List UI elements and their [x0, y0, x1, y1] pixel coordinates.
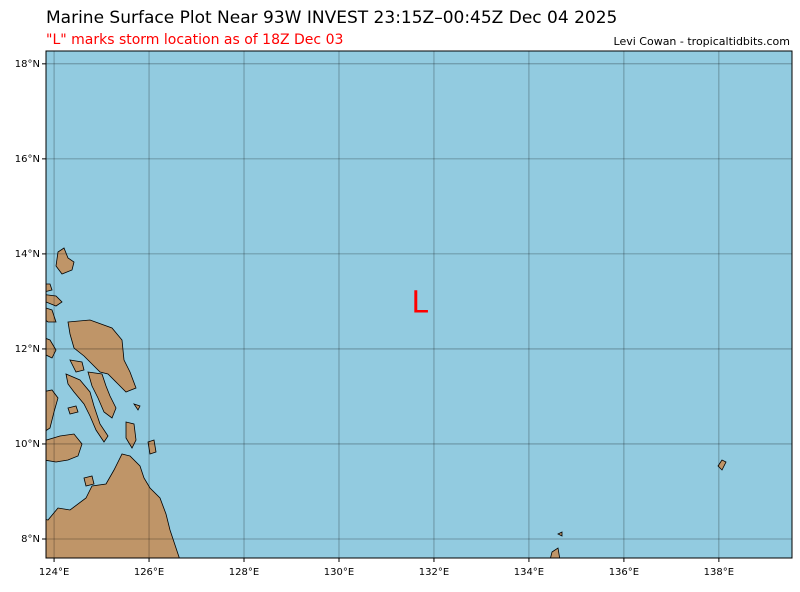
x-tick-label: 134°E: [514, 567, 544, 578]
y-tick-label: 10°N: [15, 439, 40, 450]
y-tick-label: 8°N: [21, 534, 40, 545]
x-tick-label: 130°E: [324, 567, 354, 578]
subtitle: "L" marks storm location as of 18Z Dec 0…: [46, 32, 343, 48]
x-tick-label: 132°E: [419, 567, 449, 578]
x-tick-label: 138°E: [704, 567, 734, 578]
y-tick-label: 14°N: [15, 249, 40, 260]
title: Marine Surface Plot Near 93W INVEST 23:1…: [46, 8, 617, 28]
x-tick-label: 128°E: [229, 567, 259, 578]
y-tick-label: 16°N: [15, 154, 40, 165]
y-tick-label: 12°N: [15, 344, 40, 355]
land: [46, 247, 727, 558]
y-tick-label: 18°N: [15, 59, 40, 70]
x-tick-label: 124°E: [39, 567, 69, 578]
x-tick-label: 136°E: [609, 567, 639, 578]
map-frame: [45, 50, 793, 559]
credit: Levi Cowan - tropicaltidbits.com: [614, 35, 790, 48]
ocean: [46, 51, 792, 558]
storm-marker: L: [411, 285, 428, 320]
x-tick-label: 126°E: [134, 567, 164, 578]
